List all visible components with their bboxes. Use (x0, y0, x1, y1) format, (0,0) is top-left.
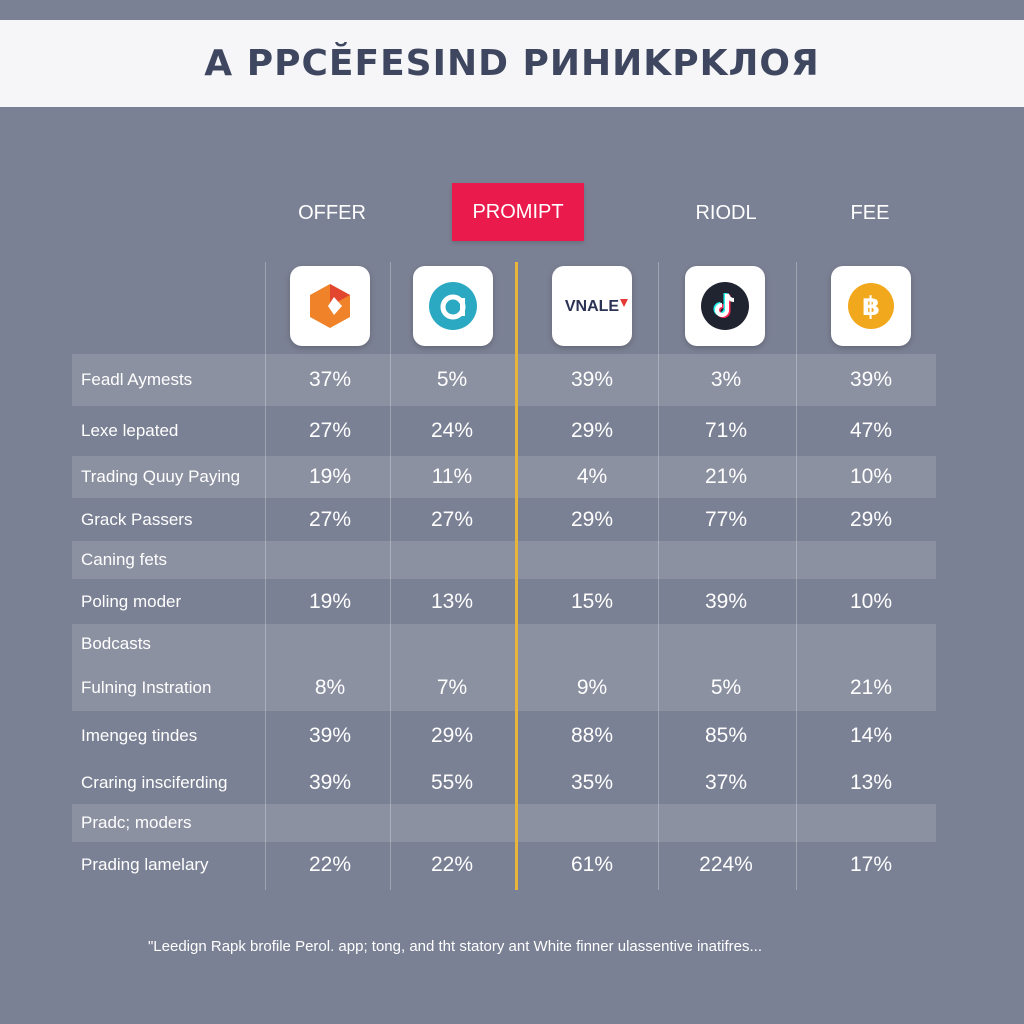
table-cell: 39% (849, 368, 893, 391)
table-cell: 39% (704, 589, 748, 613)
table-cell: 10% (849, 589, 893, 613)
table-cell: 29% (570, 507, 614, 531)
table-cell: 85% (704, 724, 748, 747)
table-row: Craring insciferding 39% 55% 35% 37% 13% (72, 761, 936, 804)
table-cell: 9% (576, 675, 608, 699)
table-cell: 39% (308, 724, 352, 747)
table-cell: 14% (849, 724, 893, 747)
table-cell: 29% (849, 507, 893, 531)
row-label: Grack Passers (81, 509, 193, 529)
table-cell: 10% (849, 465, 893, 488)
table-cell: 24% (430, 419, 474, 442)
table-cell: 22% (430, 852, 474, 876)
table-cell: 19% (308, 465, 352, 488)
table-cell: 15% (570, 589, 614, 613)
table-row: Poling moder 19% 13% 15% 39% 10% (72, 579, 936, 624)
vnale-logo: VNALE (552, 266, 632, 346)
table-cell: 61% (570, 852, 614, 876)
table-cell: 71% (704, 419, 748, 442)
table-cell: 47% (849, 419, 893, 442)
row-label: Pradc; moders (81, 813, 192, 832)
row-label: Lexe lepated (81, 421, 179, 440)
table-cell: 21% (849, 675, 893, 699)
table-cell: 88% (570, 724, 614, 747)
table-cell: 55% (430, 770, 474, 794)
row-label: Poling moder (81, 591, 182, 611)
table-cell: 4% (576, 465, 608, 488)
table-cell: 5% (436, 368, 468, 391)
table-row: Grack Passers 27% 27% 29% 77% 29% (72, 498, 936, 541)
table-cell: 7% (436, 675, 468, 699)
table-cell: 19% (308, 589, 352, 613)
column-divider (390, 262, 391, 890)
table-row: Imengeg tindes 39% 29% 88% 85% 14% (72, 711, 936, 761)
table-row: Bodcasts (72, 624, 936, 664)
vnale-logo-text: VNALE (565, 298, 620, 315)
footnote: "Leedign Rapk brofile Perol. app; tong, … (147, 938, 762, 955)
column-divider (658, 262, 659, 890)
highlight-divider (515, 262, 518, 890)
row-label: Fulning Instration (81, 677, 212, 697)
column-header: FEE (850, 202, 890, 224)
table-cell: 29% (430, 724, 474, 747)
table-row: Caning fets (72, 541, 936, 579)
table-cell: 35% (570, 770, 614, 794)
table-row: Pradc; moders (72, 804, 936, 842)
bitcoin-logo: ฿ (831, 266, 911, 346)
table-cell: 224% (699, 852, 753, 876)
table-row: Fulning Instration 8% 7% 9% 5% 21% (72, 664, 936, 711)
table-cell: 8% (314, 675, 346, 699)
column-divider (265, 262, 266, 890)
table-cell: 39% (570, 368, 614, 391)
row-label: Prading lamelary (81, 854, 209, 874)
table-cell: 13% (430, 589, 474, 613)
teal-circle-a-logo (413, 266, 493, 346)
row-label: Feadl Aymests (81, 370, 193, 389)
table-cell: 37% (704, 770, 748, 794)
table-cell: 21% (704, 465, 748, 488)
row-label: Caning fets (81, 550, 167, 569)
table-cell: 27% (430, 507, 474, 531)
table-cell: 5% (710, 675, 742, 699)
page-title: A PPCĔFESIND PИHИKPKЛOЯ (204, 43, 820, 84)
row-label: Imengeg tindes (81, 726, 198, 745)
tiktok-logo (685, 266, 765, 346)
table-cell: 3% (710, 368, 742, 391)
svg-text:฿: ฿ (862, 292, 880, 322)
table-cell: 13% (849, 770, 893, 794)
table-row: Lexe lepated 27% 24% 29% 71% 47% (72, 406, 936, 456)
table-cell: 27% (308, 507, 352, 531)
row-label: Craring insciferding (81, 772, 228, 792)
column-header: OFFER (298, 202, 366, 224)
table-cell: 39% (308, 770, 352, 794)
orange-hexagon-logo (290, 266, 370, 346)
column-header: RIODL (695, 202, 757, 224)
table-cell: 11% (431, 465, 473, 488)
table-row: Trading Quuy Paying 19% 11% 4% 21% 10% (72, 456, 936, 498)
column-header: PROMIPT (452, 183, 584, 241)
table-row: Feadl Aymests 37% 5% 39% 3% 39% (72, 354, 936, 406)
table-cell: 77% (704, 507, 748, 531)
table-row: Prading lamelary 22% 22% 61% 224% 17% (72, 842, 936, 887)
row-label: Bodcasts (81, 634, 151, 653)
table-cell: 29% (570, 419, 614, 442)
table-cell: 22% (308, 852, 352, 876)
title-bar: A PPCĔFESIND PИHИKPKЛOЯ (0, 20, 1024, 107)
table-cell: 37% (308, 368, 352, 391)
column-divider (796, 262, 797, 890)
table-cell: 17% (849, 852, 893, 876)
table-cell: 27% (308, 419, 352, 442)
row-label: Trading Quuy Paying (81, 467, 241, 486)
